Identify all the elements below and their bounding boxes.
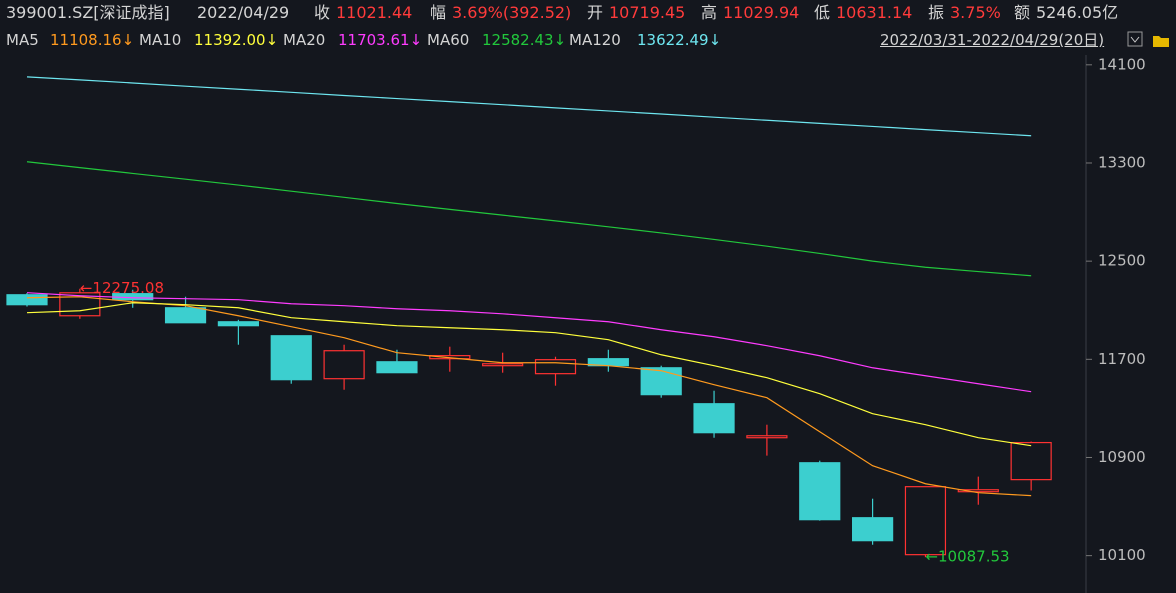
field-value: 3.69%(392.52) — [452, 3, 572, 22]
candle-body — [957, 489, 999, 493]
candle-body — [164, 307, 207, 324]
dropdown-icon[interactable] — [1127, 31, 1143, 47]
legend-name: MA5 — [6, 31, 39, 49]
candle-body — [851, 517, 894, 542]
legend-value: 13622.49↓ — [637, 31, 722, 49]
field-label: 额 — [1014, 3, 1031, 22]
date: 2022/04/29 — [197, 3, 290, 22]
y-tick-label: 11700 — [1098, 350, 1146, 368]
low-annotation: ←10087.53 — [925, 548, 1009, 566]
legend-name: MA60 — [427, 31, 470, 49]
ma-line — [26, 292, 1032, 393]
field-label: 高 — [701, 3, 718, 22]
candle-body — [904, 486, 947, 556]
y-tick-label: 14100 — [1098, 55, 1146, 73]
candle-body — [376, 361, 418, 374]
field-value: 10631.14 — [836, 3, 913, 22]
candle-body — [640, 367, 682, 396]
legend-value: 12582.43↓ — [482, 31, 567, 49]
candle-body — [59, 292, 101, 317]
field-label: 幅 — [430, 3, 447, 22]
field-label: 振 — [928, 3, 945, 22]
ma-line — [26, 302, 1032, 447]
field-label: 开 — [587, 3, 604, 22]
field-label: 收 — [314, 3, 331, 22]
legend-name: MA20 — [283, 31, 326, 49]
legend-value: 11108.16↓ — [50, 31, 135, 49]
candle-body — [270, 335, 312, 381]
ma-line — [26, 76, 1032, 137]
code: 399001.SZ[深证成指] — [6, 3, 170, 22]
legend-value: 11703.61↓ — [338, 31, 423, 49]
candle-body — [6, 294, 48, 306]
candle-body — [693, 403, 735, 434]
field-value: 11029.94 — [723, 3, 800, 22]
y-tick-label: 12500 — [1098, 252, 1146, 270]
candle-body — [534, 359, 577, 375]
field-value: 11021.44 — [336, 3, 413, 22]
legend-name: MA120 — [569, 31, 621, 49]
field-value: 5246.05亿 — [1036, 3, 1119, 22]
candle-body — [482, 363, 524, 367]
high-annotation: ←12275.08 — [80, 279, 164, 297]
candle-body — [746, 435, 788, 439]
candle-body — [1010, 441, 1052, 481]
y-tick-label: 10100 — [1098, 546, 1146, 564]
candle-body — [799, 462, 841, 521]
field-label: 低 — [814, 3, 831, 22]
field-value: 3.75% — [950, 3, 1001, 22]
dropdown-arrow — [1130, 36, 1140, 43]
ma-line — [26, 161, 1032, 277]
field-value: 10719.45 — [609, 3, 686, 22]
y-tick-label: 13300 — [1098, 153, 1146, 171]
candle-body — [323, 350, 365, 380]
date-range[interactable]: 2022/03/31-2022/04/29(20日) — [880, 31, 1105, 49]
candle-body — [217, 321, 259, 327]
folder-icon[interactable] — [1153, 36, 1169, 47]
legend-name: MA10 — [139, 31, 182, 49]
y-tick-label: 10900 — [1098, 448, 1146, 466]
ma-line — [26, 296, 1032, 497]
legend-value: 11392.00↓ — [194, 31, 279, 49]
